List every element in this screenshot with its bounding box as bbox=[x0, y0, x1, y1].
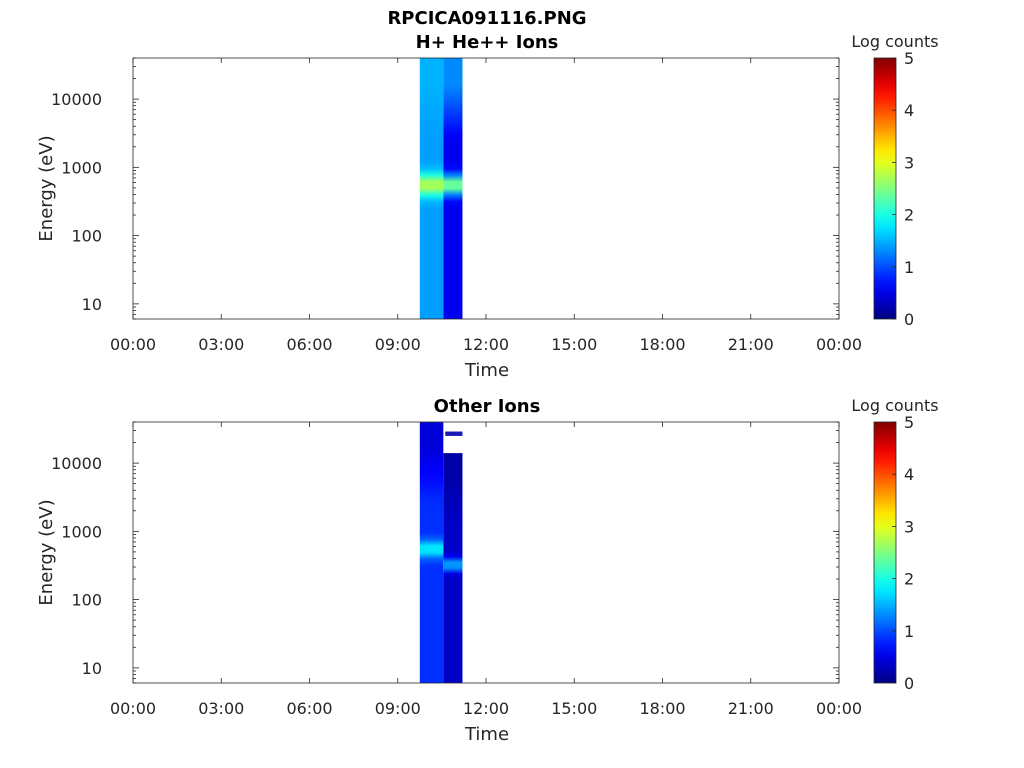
colorbar-scale bbox=[873, 57, 897, 320]
colorbar-tick-label: 1 bbox=[904, 258, 914, 277]
y-tick-label: 10 bbox=[82, 295, 102, 314]
panel-title: H+ He++ Ions bbox=[416, 32, 559, 53]
x-tick-label: 15:00 bbox=[551, 335, 597, 354]
x-tick-label: 15:00 bbox=[551, 699, 597, 718]
x-tick-label: 12:00 bbox=[463, 699, 509, 718]
data-block-2 bbox=[443, 58, 463, 319]
data-block-1 bbox=[419, 422, 444, 683]
colorbar-tick-label: 3 bbox=[904, 153, 914, 172]
x-tick-label: 21:00 bbox=[728, 699, 774, 718]
y-tick-label: 1000 bbox=[61, 522, 102, 541]
colorbar-tick-label: 4 bbox=[904, 465, 914, 484]
colorbar-tick-label: 4 bbox=[904, 101, 914, 120]
y-tick-label: 100 bbox=[71, 227, 102, 246]
x-tick-label: 18:00 bbox=[639, 699, 685, 718]
colorbar-tick-label: 2 bbox=[904, 570, 914, 589]
panel-1: 00:00 03:00 06:00 09:00 12:00 15:00 18:00 21:00… bbox=[36, 32, 939, 381]
colorbar-scale bbox=[873, 421, 897, 684]
x-tick-label: 09:00 bbox=[375, 699, 421, 718]
colorbar-label: Log counts bbox=[851, 396, 938, 415]
y-tick-label: 10000 bbox=[51, 90, 102, 109]
x-tick-label: 06:00 bbox=[286, 699, 332, 718]
x-tick-label: 18:00 bbox=[639, 335, 685, 354]
panels-group: 00:00 03:00 06:00 09:00 12:00 15:00 18:00 21:00… bbox=[36, 32, 939, 745]
y-tick-label: 100 bbox=[71, 591, 102, 610]
x-tick-label: 00:00 bbox=[110, 699, 156, 718]
x-axis-label: Time bbox=[464, 724, 509, 745]
colorbar-tick-label: 2 bbox=[904, 206, 914, 225]
x-tick-label: 03:00 bbox=[198, 335, 244, 354]
y-tick-label: 10000 bbox=[51, 454, 102, 473]
x-tick-label: 06:00 bbox=[286, 335, 332, 354]
spectrogram-data bbox=[419, 422, 463, 683]
panel-title: Other Ions bbox=[434, 396, 541, 417]
y-axis-label: Energy (eV) bbox=[36, 135, 57, 241]
x-tick-label: 00:00 bbox=[816, 699, 862, 718]
x-tick-label: 21:00 bbox=[728, 335, 774, 354]
colorbar-tick-label: 5 bbox=[904, 413, 914, 432]
figure-title: RPCICA091116.PNG bbox=[387, 8, 586, 29]
x-tick-label: 03:00 bbox=[198, 699, 244, 718]
spectrogram-data bbox=[419, 58, 463, 319]
x-tick-label: 09:00 bbox=[375, 335, 421, 354]
y-tick-label: 1000 bbox=[61, 158, 102, 177]
y-tick-label: 10 bbox=[82, 659, 102, 678]
sparse-band bbox=[445, 431, 463, 436]
panel-2: 00:00 03:00 06:00 09:00 12:00 15:00 18:00 21:00… bbox=[36, 396, 939, 745]
x-tick-label: 12:00 bbox=[463, 335, 509, 354]
data-block-2 bbox=[443, 453, 463, 683]
x-tick-label: 00:00 bbox=[816, 335, 862, 354]
colorbar-tick-label: 0 bbox=[904, 310, 914, 329]
data-block-1 bbox=[419, 58, 444, 319]
colorbar-label: Log counts bbox=[851, 32, 938, 51]
colorbar-tick-label: 1 bbox=[904, 622, 914, 641]
colorbar-tick-label: 3 bbox=[904, 517, 914, 536]
colorbar-tick-label: 0 bbox=[904, 674, 914, 693]
x-axis-label: Time bbox=[464, 360, 509, 381]
y-axis-label: Energy (eV) bbox=[36, 499, 57, 605]
x-tick-label: 00:00 bbox=[110, 335, 156, 354]
colorbar-tick-label: 5 bbox=[904, 49, 914, 68]
